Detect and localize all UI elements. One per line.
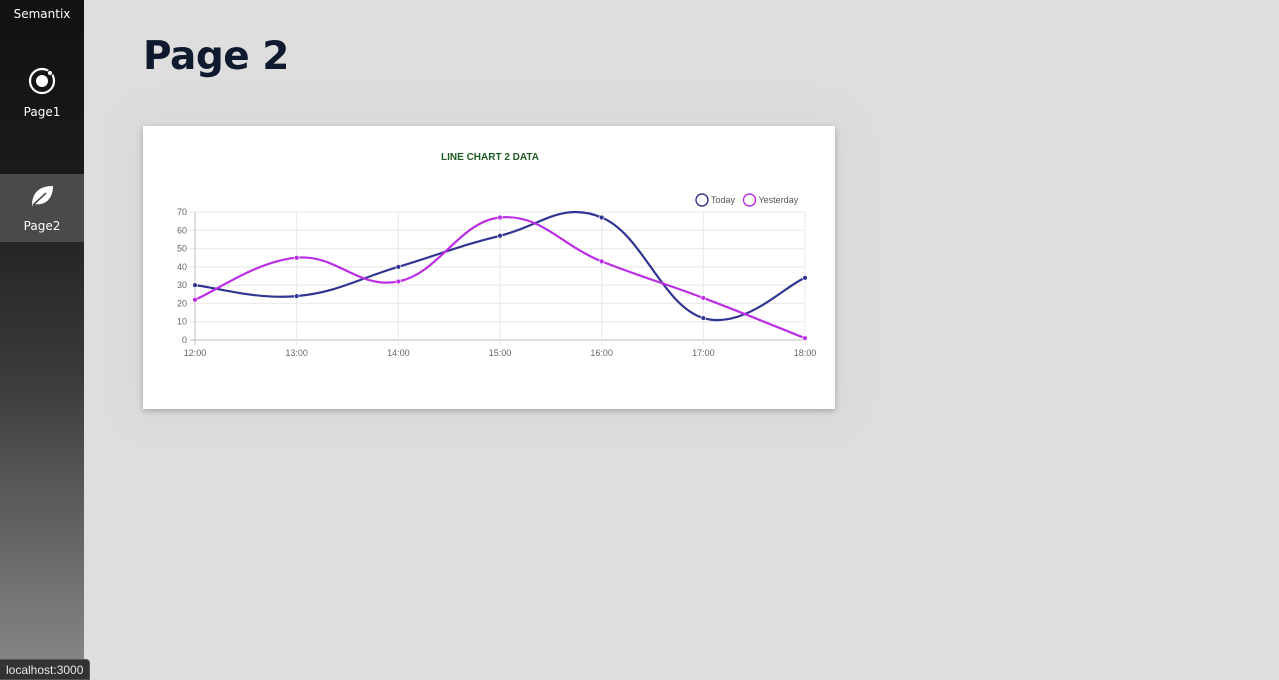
- x-tick-label: 14:00: [387, 348, 410, 358]
- sidebar-item-page2[interactable]: Page2: [0, 174, 84, 242]
- ionic-circle-icon: [28, 67, 56, 95]
- data-point-today[interactable]: [193, 283, 198, 288]
- data-point-yesterday[interactable]: [701, 296, 706, 301]
- data-point-yesterday[interactable]: [803, 336, 808, 341]
- legend-label: Today: [711, 195, 736, 205]
- sidebar-item-page1[interactable]: Page1: [0, 48, 84, 116]
- legend-marker: [744, 194, 756, 206]
- y-tick-label: 60: [177, 225, 187, 235]
- status-bar-url: localhost:3000: [0, 659, 90, 680]
- data-point-today[interactable]: [498, 233, 503, 238]
- page-title: Page 2: [143, 34, 289, 79]
- y-tick-label: 0: [182, 335, 187, 345]
- x-tick-label: 15:00: [489, 348, 512, 358]
- y-tick-label: 20: [177, 298, 187, 308]
- data-point-yesterday[interactable]: [599, 259, 604, 264]
- brand-name: Semantix: [0, 7, 84, 21]
- data-point-today[interactable]: [803, 275, 808, 280]
- leaf-icon: [28, 182, 56, 210]
- data-point-yesterday[interactable]: [396, 279, 401, 284]
- y-tick-label: 40: [177, 262, 187, 272]
- data-point-today[interactable]: [396, 264, 401, 269]
- y-tick-label: 10: [177, 317, 187, 327]
- x-tick-label: 12:00: [184, 348, 207, 358]
- data-point-yesterday[interactable]: [498, 215, 503, 220]
- data-point-today[interactable]: [701, 316, 706, 321]
- data-point-yesterday[interactable]: [294, 255, 299, 260]
- x-tick-label: 16:00: [590, 348, 613, 358]
- x-tick-label: 18:00: [794, 348, 817, 358]
- x-tick-label: 17:00: [692, 348, 715, 358]
- legend-marker: [696, 194, 708, 206]
- sidebar-item-label: Page2: [0, 219, 84, 233]
- y-tick-label: 70: [177, 207, 187, 217]
- data-point-today[interactable]: [599, 215, 604, 220]
- data-point-today[interactable]: [294, 294, 299, 299]
- sidebar: Semantix Page1 Page2: [0, 0, 84, 680]
- legend-item-yesterday[interactable]: Yesterday: [744, 194, 799, 206]
- y-tick-label: 50: [177, 244, 187, 254]
- x-tick-label: 13:00: [285, 348, 308, 358]
- chart-title: LINE CHART 2 DATA: [441, 152, 539, 163]
- line-chart: LINE CHART 2 DATA 0 10 20 30 40 50 60 70 12:00 13…: [143, 126, 835, 409]
- legend-label: Yesterday: [759, 195, 799, 205]
- y-tick-label: 30: [177, 280, 187, 290]
- sidebar-item-label: Page1: [0, 105, 84, 119]
- data-point-yesterday[interactable]: [193, 297, 198, 302]
- chart-card: LINE CHART 2 DATA 0 10 20 30 40 50 60 70 12:00 13…: [143, 126, 835, 409]
- legend-item-today[interactable]: Today: [696, 194, 736, 206]
